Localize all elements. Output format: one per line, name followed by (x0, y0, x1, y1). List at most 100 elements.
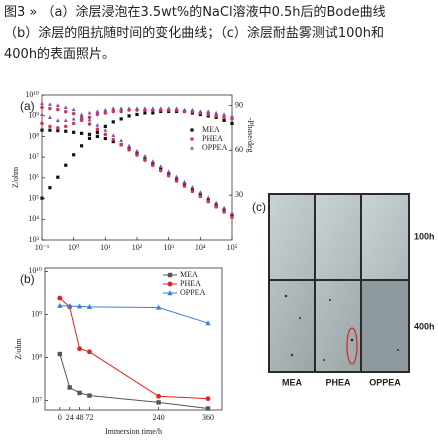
marker (156, 400, 161, 405)
marker (64, 163, 68, 167)
marker (206, 198, 210, 202)
marker (174, 177, 179, 181)
x-tick-label: 10³ (163, 243, 174, 252)
x-tick-label: 0 (58, 413, 62, 422)
y-tick-label: 10⁶ (28, 173, 39, 182)
marker (143, 111, 147, 115)
marker (167, 172, 171, 176)
corrosion-spot (323, 359, 325, 361)
marker (174, 106, 179, 111)
marker (190, 187, 195, 191)
marker (87, 117, 92, 122)
marker (57, 351, 63, 357)
marker (77, 390, 82, 396)
y-tick-label: 10⁷ (31, 395, 42, 404)
marker (63, 118, 68, 123)
marker (103, 111, 108, 115)
y2-tick-label: 60 (235, 145, 243, 154)
x-tick-label: 10¹ (100, 243, 111, 252)
marker (95, 130, 100, 134)
series-line (59, 353, 209, 410)
x-tick-label: 10⁴ (195, 243, 206, 252)
marker (56, 175, 60, 179)
legend-marker (167, 281, 173, 287)
marker (159, 166, 163, 171)
marker (87, 132, 92, 136)
marker (156, 393, 162, 399)
marker (95, 127, 100, 131)
marker (214, 110, 219, 115)
marker (79, 113, 84, 118)
marker (182, 107, 187, 112)
photo (270, 281, 314, 371)
marker (71, 121, 76, 126)
marker (64, 129, 68, 133)
marker (135, 151, 139, 155)
corrosion-spot (350, 338, 354, 342)
legend-label: MEA (180, 270, 198, 279)
marker (79, 118, 84, 123)
marker (40, 196, 44, 200)
legend-marker (190, 128, 194, 132)
marker (151, 163, 155, 168)
y-axis-label: Z/ohm (14, 338, 23, 360)
marker (214, 200, 219, 205)
marker (71, 107, 76, 112)
y-tick-label: 10⁹ (28, 111, 39, 120)
marker (198, 192, 202, 197)
marker (222, 118, 226, 123)
marker (230, 113, 234, 118)
marker (111, 120, 115, 124)
marker (95, 134, 100, 139)
corrosion-spot (397, 349, 399, 351)
marker (119, 117, 123, 121)
marker (87, 122, 92, 126)
marker (103, 128, 108, 132)
series-line (59, 305, 209, 324)
marker (56, 126, 60, 130)
marker (143, 106, 147, 111)
photo-panel: (c) MEA PHEA OPPEA 100h 400h (252, 193, 435, 387)
legend-label: MEA (202, 125, 220, 134)
marker (230, 121, 234, 126)
marker (56, 107, 60, 112)
y-tick-label: 10¹⁰ (28, 266, 42, 275)
marker (87, 136, 92, 140)
marker (119, 142, 123, 147)
column-label: MEA (282, 377, 303, 387)
marker (95, 112, 100, 117)
marker (127, 148, 131, 152)
marker (174, 174, 179, 179)
photo (316, 195, 360, 279)
marker (103, 136, 107, 141)
marker (103, 132, 108, 137)
marker (87, 393, 92, 398)
corrosion-spot (299, 317, 301, 319)
marker (63, 124, 68, 129)
y-tick-label: 10⁹ (31, 309, 42, 318)
marker (151, 161, 155, 165)
marker (40, 121, 44, 126)
marker (143, 156, 147, 160)
marker (63, 109, 68, 114)
marker (158, 168, 163, 173)
photo (316, 281, 360, 371)
marker (40, 128, 44, 132)
marker (48, 115, 52, 120)
caption-line: （b）涂层的阻抗随时间的变化曲线；（c）涂层耐盐雾测试100h和 (4, 25, 384, 41)
marker (111, 106, 116, 111)
column-label: PHEA (325, 377, 351, 387)
y2-axis-label: -Phase/deg (246, 117, 255, 152)
marker (230, 210, 234, 215)
x-tick-label: 10⁻¹ (35, 243, 50, 252)
legend-label: OPPEA (180, 288, 206, 297)
marker (71, 116, 76, 121)
y-tick-label: 10³ (29, 235, 40, 244)
row-label: 100h (414, 231, 435, 241)
marker (127, 114, 131, 118)
marker (119, 106, 124, 111)
marker (222, 208, 226, 212)
marker (155, 304, 162, 310)
plot-frame (41, 94, 233, 241)
